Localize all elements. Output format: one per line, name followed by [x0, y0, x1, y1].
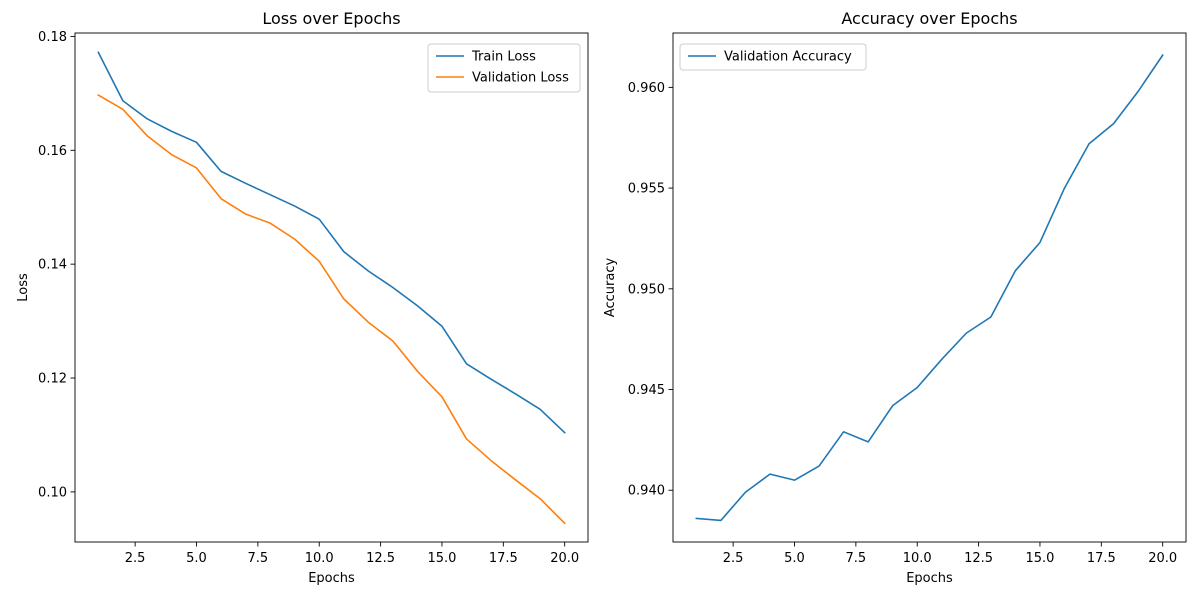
x-tick-label: 2.5: [125, 551, 146, 566]
legend-label: Validation Accuracy: [724, 50, 852, 65]
y-tick-label: 0.950: [628, 282, 665, 297]
x-tick-label: 7.5: [846, 551, 867, 566]
y-tick-label: 0.945: [628, 383, 665, 398]
x-tick-label: 5.0: [186, 551, 207, 566]
series-line-train-loss: [97, 51, 566, 434]
legend: Validation Accuracy: [679, 43, 867, 71]
y-tick-label: 0.12: [38, 372, 67, 387]
x-tick-label: 20.0: [1148, 551, 1177, 566]
x-tick-label: 12.5: [964, 551, 993, 566]
accuracy-chart: 2.5 5.0 7.5 10.0 12.5 15.0 17.5 20.0 0.940 0.945 0…: [603, 9, 1187, 586]
plot-frame: [672, 32, 1187, 543]
chart-title: Accuracy over Epochs: [841, 9, 1017, 28]
x-tick-label: 7.5: [248, 551, 269, 566]
x-tick-label: 15.0: [427, 551, 456, 566]
x-axis-label: Epochs: [308, 571, 355, 586]
y-axis-label: Loss: [16, 273, 31, 302]
x-tick-label: 17.5: [1087, 551, 1116, 566]
x-tick-label: 12.5: [366, 551, 395, 566]
legend-box: [679, 43, 867, 71]
loss-chart: 2.5 5.0 7.5 10.0 12.5 15.0 17.5 20.0 0.10 0.12 0.1…: [16, 9, 589, 586]
x-tick-label: 15.0: [1025, 551, 1054, 566]
y-tick-label: 0.955: [628, 182, 665, 197]
x-tick-label: 5.0: [784, 551, 805, 566]
legend: Train Loss Validation Loss: [427, 43, 581, 93]
legend-box: [427, 43, 581, 93]
y-tick-label: 0.940: [628, 484, 665, 499]
x-tick-label: 2.5: [723, 551, 744, 566]
legend-label: Validation Loss: [472, 71, 569, 86]
chart-title: Loss over Epochs: [262, 9, 400, 28]
y-tick-label: 0.16: [38, 144, 67, 159]
series-line-validation-loss: [97, 93, 566, 525]
x-axis-label: Epochs: [906, 571, 953, 586]
legend-label: Train Loss: [471, 50, 536, 65]
y-tick-label: 0.960: [628, 81, 665, 96]
y-tick-label: 0.14: [38, 258, 67, 273]
y-axis-label: Accuracy: [603, 258, 618, 318]
series-line-validation-accuracy: [695, 54, 1164, 522]
y-tick-label: 0.10: [38, 485, 67, 500]
x-tick-label: 17.5: [489, 551, 518, 566]
x-tick-label: 10.0: [305, 551, 334, 566]
x-tick-label: 20.0: [550, 551, 579, 566]
plot-frame: [74, 32, 589, 543]
x-tick-label: 10.0: [903, 551, 932, 566]
y-tick-label: 0.18: [38, 30, 67, 45]
